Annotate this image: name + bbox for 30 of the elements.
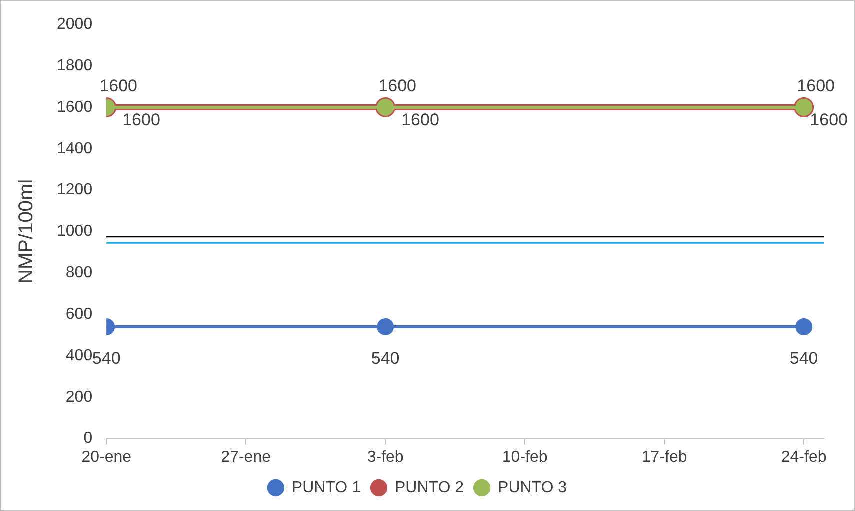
y-tick-label: 1000 <box>57 223 93 240</box>
data-label: 540 <box>92 349 121 368</box>
y-tick-label: 1600 <box>57 98 93 116</box>
x-tick-label: 20-ene <box>82 448 132 466</box>
data-label: 1600 <box>100 76 138 96</box>
y-tick-label: 2000 <box>57 16 93 34</box>
y-tick-label: 1400 <box>57 140 93 158</box>
y-tick-label: 1200 <box>57 182 93 199</box>
y-tick-label: 600 <box>66 306 93 323</box>
x-tick-label: 3-feb <box>367 448 404 466</box>
x-tick-label: 17-feb <box>642 448 688 466</box>
data-label: 1600 <box>378 76 416 96</box>
data-label: 540 <box>790 349 818 368</box>
data-label: 1600 <box>402 110 440 130</box>
y-tick-label: 200 <box>66 388 93 406</box>
data-label: 1600 <box>797 76 835 96</box>
x-tick-label: 27-ene <box>221 448 272 466</box>
x-tick-label: 10-feb <box>502 448 548 466</box>
y-tick-label: 400 <box>66 347 93 364</box>
y-tick-label: 1800 <box>57 57 93 74</box>
y-axis-title: NMP/100ml <box>16 179 38 284</box>
legend-label: PUNTO 2 <box>394 479 464 496</box>
y-tick-label: 0 <box>84 430 93 448</box>
data-label: 540 <box>371 349 400 368</box>
data-label: 1600 <box>810 110 848 130</box>
legend-label: PUNTO 3 <box>498 479 568 496</box>
data-label: 1600 <box>122 110 160 130</box>
legend-label: PUNTO 1 <box>292 479 362 496</box>
x-tick-label: 24-feb <box>781 448 827 466</box>
y-tick-label: 800 <box>66 264 93 282</box>
